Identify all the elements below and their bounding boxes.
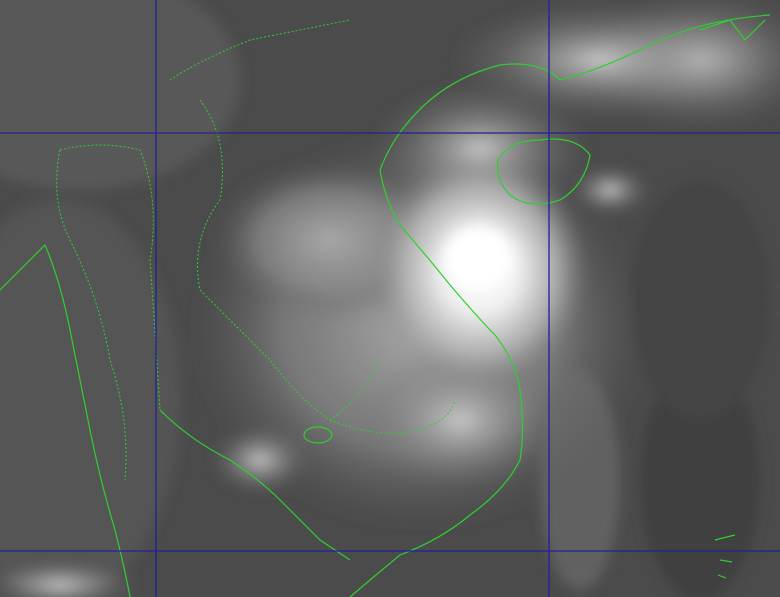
coastline-gulf-thailand: [159, 409, 351, 561]
coastline-vietnam: [349, 169, 524, 597]
lake-tonle-sap: [303, 426, 333, 444]
coastline-china: [379, 14, 771, 171]
borders: [56, 19, 456, 481]
coastline-myanmar: [0, 243, 131, 597]
coastline-hainan: [496, 138, 591, 205]
coastlines: [0, 14, 771, 597]
